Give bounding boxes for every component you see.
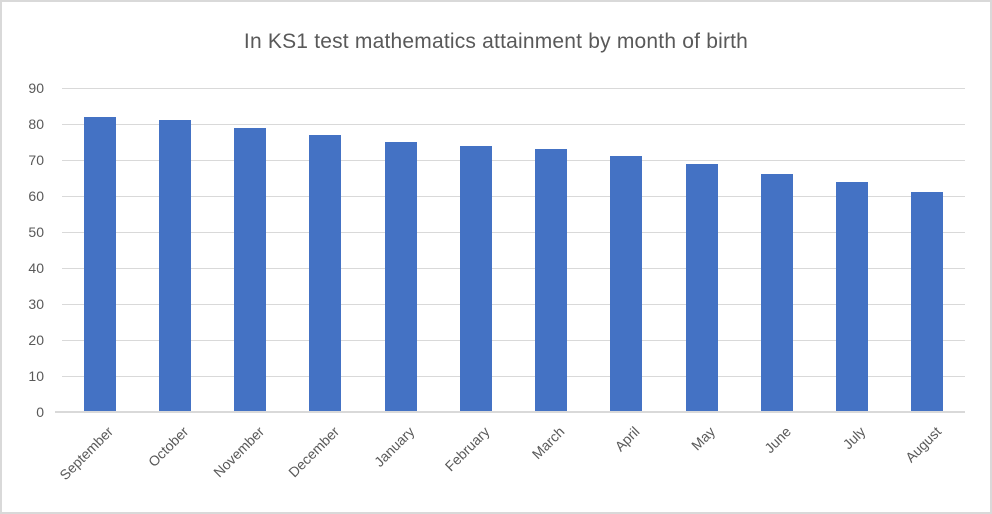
x-tick-label-september: September xyxy=(56,423,117,484)
gridline-70 xyxy=(62,159,965,161)
y-tick-label-90: 90 xyxy=(28,80,44,96)
plot-area xyxy=(55,88,965,413)
gridline-90 xyxy=(62,88,965,89)
gridline-80 xyxy=(62,123,965,125)
bar-slot-september xyxy=(62,88,137,412)
x-axis-line xyxy=(55,411,965,413)
x-axis: September October November December January F… xyxy=(56,416,965,512)
bar-december xyxy=(309,134,342,412)
bar-slot-april xyxy=(589,88,664,412)
x-tick-label-august: August xyxy=(901,423,944,466)
bar-february xyxy=(459,145,492,412)
y-tick-label-0: 0 xyxy=(36,404,44,420)
bar-march xyxy=(535,149,568,412)
x-tick-label-january: January xyxy=(370,423,418,470)
bar-slot-march xyxy=(514,88,589,412)
y-tick-label-60: 60 xyxy=(28,188,44,204)
y-tick-label-80: 80 xyxy=(28,115,44,132)
x-tick-label-april: April xyxy=(611,423,643,455)
x-tick-label-may: May xyxy=(688,423,719,454)
bar-slot-june xyxy=(739,88,814,412)
x-tick-label-december: December xyxy=(284,423,342,481)
gridline-40 xyxy=(62,268,965,269)
bar-october xyxy=(158,120,191,412)
bar-september xyxy=(83,116,116,412)
x-tick-label-october: October xyxy=(144,423,192,470)
bars-row xyxy=(62,88,965,412)
gridline-60 xyxy=(62,196,965,197)
bar-january xyxy=(384,142,417,412)
y-tick-label-30: 30 xyxy=(28,296,44,312)
bar-november xyxy=(234,127,267,412)
gridline-50 xyxy=(62,231,965,233)
bar-june xyxy=(760,174,793,412)
y-tick-label-50: 50 xyxy=(28,223,44,240)
bar-slot-october xyxy=(137,88,212,412)
y-tick-label-70: 70 xyxy=(28,151,44,168)
bar-slot-july xyxy=(815,88,890,412)
gridline-20 xyxy=(62,340,965,341)
bar-slot-november xyxy=(213,88,288,412)
y-axis: 0 10 20 30 40 50 60 70 80 90 xyxy=(2,81,44,419)
y-tick-label-40: 40 xyxy=(28,260,44,276)
bar-slot-may xyxy=(664,88,739,412)
bar-slot-august xyxy=(890,88,965,412)
bar-slot-january xyxy=(363,88,438,412)
gridline-10 xyxy=(62,375,965,377)
bar-april xyxy=(610,156,643,412)
chart-title: In KS1 test mathematics attainment by mo… xyxy=(243,30,749,53)
x-tick-label-june: June xyxy=(760,423,794,457)
x-tick-label-march: March xyxy=(528,423,568,463)
bar-may xyxy=(685,163,718,412)
bar-slot-february xyxy=(438,88,513,412)
x-tick-label-february: February xyxy=(441,423,493,475)
bar-july xyxy=(836,181,869,412)
x-tick-label-july: July xyxy=(839,423,869,453)
gridline-30 xyxy=(62,304,965,305)
y-tick-label-20: 20 xyxy=(28,332,44,348)
bar-august xyxy=(911,192,944,412)
x-tick-label-november: November xyxy=(209,423,267,481)
bar-slot-december xyxy=(288,88,363,412)
y-tick-label-10: 10 xyxy=(28,367,44,384)
